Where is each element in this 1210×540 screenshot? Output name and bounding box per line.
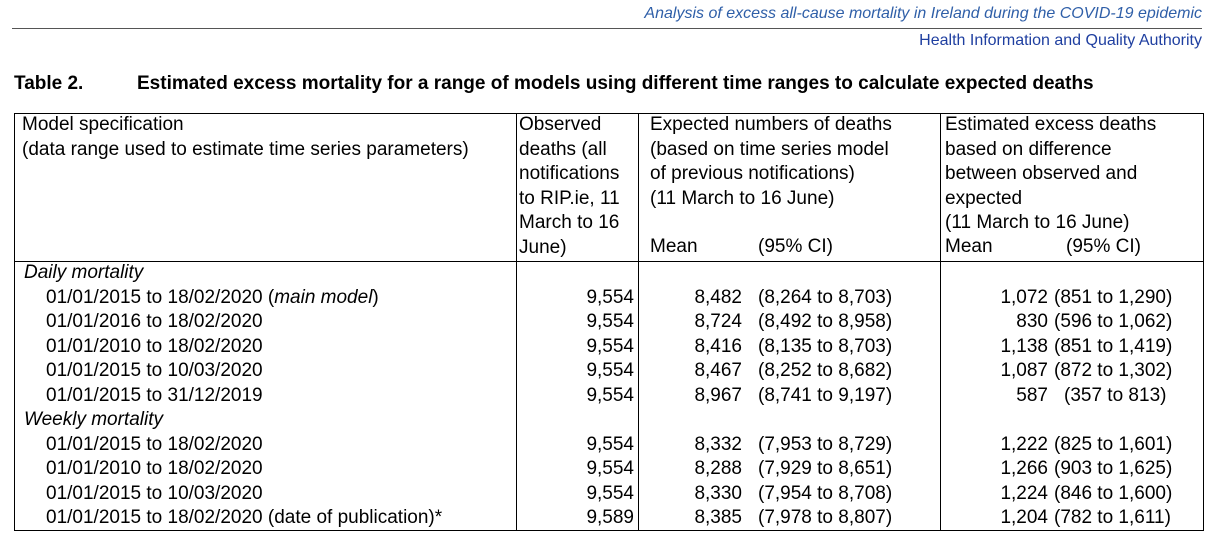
table-row: 01/01/2015 to 18/02/2020 9,554 8,332 (7,…: [14, 433, 1204, 458]
observed-cell: 9,554: [586, 360, 634, 381]
excess-mean-cell: 830: [1016, 311, 1048, 332]
column-divider: [638, 113, 639, 531]
header-expected-ci: (95% CI): [758, 236, 833, 257]
column-divider: [516, 113, 517, 531]
model-spec-cell: 01/01/2015 to 18/02/2020 (date of public…: [46, 507, 443, 528]
header-expected-mean: Mean: [650, 236, 698, 257]
model-spec-cell: 01/01/2015 to 10/03/2020: [46, 482, 263, 504]
header-expected: Expected numbers of deaths (based on tim…: [650, 114, 892, 209]
expected-mean-cell: 8,332: [694, 433, 742, 455]
excess-ci-cell: (851 to 1,419): [1054, 335, 1173, 357]
expected-ci-cell: (8,264 to 8,703): [758, 286, 893, 308]
excess-mean-cell: 1,222: [1000, 433, 1048, 455]
header-model-spec: Model specification (data range used to …: [22, 114, 469, 160]
expected-mean-cell: 8,330: [694, 482, 742, 504]
excess-ci-cell: (596 to 1,062): [1054, 311, 1173, 332]
observed-cell: 9,554: [586, 384, 634, 406]
observed-cell: 9,554: [586, 458, 634, 479]
table-row: 01/01/2015 to 10/03/2020 9,554 8,330 (7,…: [14, 482, 1204, 507]
model-spec-cell: 01/01/2016 to 18/02/2020: [46, 311, 263, 332]
observed-cell: 9,554: [586, 433, 634, 455]
section-label-weekly: Weekly mortality: [24, 409, 164, 430]
excess-mean-cell: 1,266: [1000, 458, 1048, 479]
expected-mean-cell: 8,467: [694, 360, 742, 381]
table-row: 01/01/2015 to 10/03/2020 9,554 8,467 (8,…: [14, 359, 1204, 384]
header-excess-mean: Mean: [945, 236, 993, 257]
model-spec-cell: 01/01/2015 to 18/02/2020 (main model): [46, 286, 379, 308]
observed-cell: 9,554: [586, 335, 634, 357]
model-spec-cell: 01/01/2015 to 31/12/2019: [46, 384, 263, 406]
expected-ci-cell: (7,953 to 8,729): [758, 433, 893, 455]
observed-cell: 9,589: [586, 507, 634, 528]
table-border: [14, 113, 1204, 531]
expected-mean-cell: 8,385: [694, 507, 742, 528]
excess-mortality-table: Model specification (data range used to …: [14, 113, 1204, 531]
excess-ci-cell: (903 to 1,625): [1054, 458, 1173, 479]
model-spec-cell: 01/01/2010 to 18/02/2020: [46, 335, 263, 357]
excess-ci-cell: (851 to 1,290): [1054, 286, 1173, 308]
header-excess: Estimated excess deaths based on differe…: [945, 114, 1157, 233]
expected-ci-cell: (8,492 to 8,958): [758, 311, 893, 332]
expected-ci-cell: (8,135 to 8,703): [758, 335, 893, 357]
expected-mean-cell: 8,288: [694, 458, 742, 479]
excess-ci-cell: (782 to 1,611): [1054, 507, 1171, 528]
excess-ci-cell: (825 to 1,601): [1054, 433, 1173, 455]
observed-cell: 9,554: [586, 311, 634, 332]
table-row: 01/01/2010 to 18/02/2020 9,554 8,416 (8,…: [14, 335, 1204, 360]
expected-ci-cell: (7,929 to 8,651): [758, 458, 893, 479]
model-spec-cell: 01/01/2015 to 10/03/2020: [46, 360, 263, 381]
expected-ci-cell: (8,741 to 9,197): [758, 384, 893, 406]
section-label-daily: Daily mortality: [24, 262, 144, 283]
excess-ci-cell: (872 to 1,302): [1054, 360, 1173, 381]
expected-ci-cell: (7,978 to 8,807): [758, 507, 893, 528]
excess-mean-cell: 587: [1016, 384, 1048, 406]
model-spec-cell: 01/01/2010 to 18/02/2020: [46, 458, 263, 479]
observed-cell: 9,554: [586, 286, 634, 308]
running-title: Analysis of excess all-cause mortality i…: [644, 5, 1202, 22]
table-row: 01/01/2010 to 18/02/2020 9,554 8,288 (7,…: [14, 457, 1204, 482]
excess-mean-cell: 1,224: [1000, 482, 1048, 504]
column-divider: [940, 113, 941, 531]
excess-ci-cell: (846 to 1,600): [1054, 482, 1173, 504]
excess-mean-cell: 1,087: [1000, 360, 1048, 381]
table-row: 01/01/2015 to 18/02/2020 (date of public…: [14, 506, 1204, 531]
table-row: 01/01/2016 to 18/02/2020 9,554 8,724 (8,…: [14, 310, 1204, 335]
table-title: Estimated excess mortality for a range o…: [137, 73, 1094, 94]
expected-mean-cell: 8,482: [694, 286, 742, 308]
table-number: Table 2.: [14, 73, 84, 94]
excess-ci-cell: (357 to 813): [1064, 384, 1167, 406]
header-rule: [12, 28, 1202, 29]
table-row: 01/01/2015 to 18/02/2020 (main model) 9,…: [14, 286, 1204, 311]
expected-ci-cell: (8,252 to 8,682): [758, 360, 893, 381]
header-divider: [14, 261, 1204, 262]
organisation-name: Health Information and Quality Authority: [919, 32, 1202, 49]
observed-cell: 9,554: [586, 482, 634, 504]
header-observed: Observed deaths (all notifications to RI…: [519, 114, 620, 258]
expected-mean-cell: 8,967: [694, 384, 742, 406]
excess-mean-cell: 1,204: [1000, 507, 1048, 528]
excess-mean-cell: 1,072: [1000, 286, 1048, 308]
expected-mean-cell: 8,724: [694, 311, 742, 332]
excess-mean-cell: 1,138: [1000, 335, 1048, 357]
header-excess-ci: (95% CI): [1066, 236, 1141, 257]
model-spec-cell: 01/01/2015 to 18/02/2020: [46, 433, 263, 455]
expected-ci-cell: (7,954 to 8,708): [758, 482, 893, 504]
table-row: 01/01/2015 to 31/12/2019 9,554 8,967 (8,…: [14, 384, 1204, 409]
expected-mean-cell: 8,416: [694, 335, 742, 357]
